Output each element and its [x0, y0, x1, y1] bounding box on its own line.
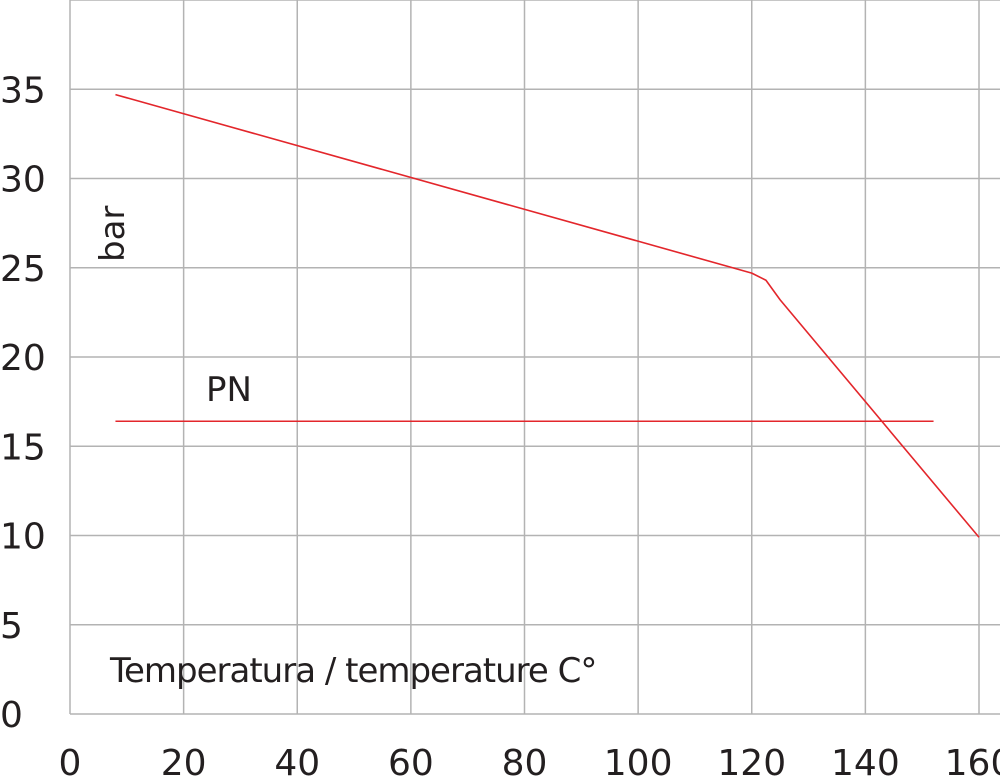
pn-annotation: PN — [206, 370, 252, 410]
y-tick-label: 35 — [0, 70, 46, 111]
x-tick-label: 140 — [831, 743, 900, 781]
y-tick-label: 10 — [0, 517, 46, 558]
max-pressure-line — [115, 93, 980, 538]
x-tick-label: 20 — [161, 743, 207, 781]
y-tick-label: 0 — [0, 695, 23, 736]
x-tick-label: 0 — [59, 743, 82, 781]
grid — [69, 0, 1000, 715]
x-tick-label: 120 — [717, 743, 786, 781]
y-axis-label: bar — [93, 206, 133, 262]
y-tick-label: 5 — [0, 606, 23, 647]
y-tick-labels: 0 5 10 15 20 25 30 35 — [0, 70, 46, 736]
x-tick-labels: 0 20 40 60 80 100 120 140 160 — [59, 743, 1000, 781]
x-tick-label: 40 — [274, 743, 320, 781]
y-tick-label: 25 — [0, 249, 46, 290]
x-axis-label: Temperatura / temperature C° — [109, 651, 596, 691]
x-tick-label: 160 — [945, 743, 1000, 781]
y-tick-label: 20 — [0, 338, 46, 379]
x-tick-label: 100 — [604, 743, 673, 781]
x-tick-label: 80 — [502, 743, 548, 781]
series — [115, 93, 980, 538]
y-tick-label: 15 — [0, 427, 46, 468]
x-tick-label: 60 — [388, 743, 434, 781]
y-tick-label: 30 — [0, 160, 46, 201]
